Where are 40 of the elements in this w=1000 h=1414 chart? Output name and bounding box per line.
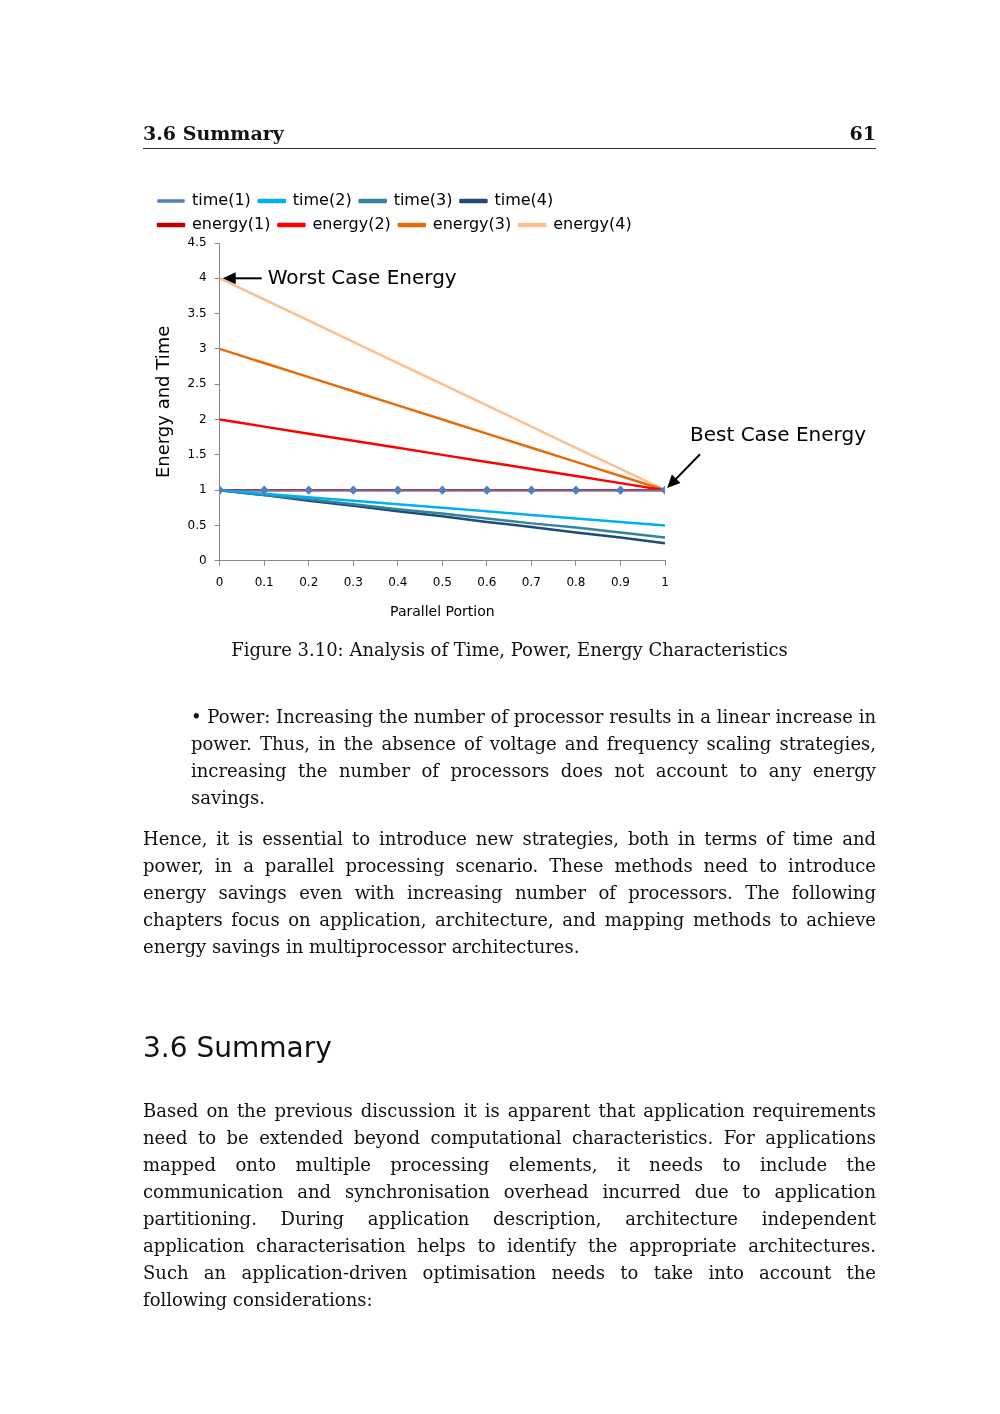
text: Hence, it is essential to introduce new strategies, both in terms of time and power, in a parallel processing scenario. These methods need to introduce energy savings even with increasing number of processors. The following chapters focus on application, architecture, and mapping methods to achieve energy savings in multiprocessor architectures. <box>143 827 876 959</box>
x-tick-label: 0.2 <box>299 575 319 590</box>
annotation: Worst Case Energy <box>267 264 457 289</box>
legend-label: energy(2) <box>312 214 391 234</box>
text: 3.6 Summary <box>143 122 284 144</box>
y-tick-label: 1 <box>199 482 207 497</box>
y-tick-label: 4.5 <box>187 235 207 250</box>
text: 61 <box>849 122 876 144</box>
y-tick-label: 0 <box>199 552 207 567</box>
caption: Figure 3.10: Analysis of Time, Power, Energy Characteristics <box>230 638 789 662</box>
y-tick-label: 0.5 <box>187 517 207 532</box>
y-axis-title: Energy and Time <box>152 325 174 479</box>
y-tick-label: 3 <box>199 341 207 356</box>
legend-label: time(2) <box>292 190 352 210</box>
x-tick-label: 0.9 <box>610 575 631 590</box>
x-axis-title: Parallel Portion <box>390 603 495 620</box>
x-tick-label: 1 <box>661 575 669 590</box>
legend-label: time(1) <box>192 190 251 210</box>
x-tick-label: 0.6 <box>477 575 497 590</box>
text: 3.6 Summary <box>143 1031 333 1064</box>
legend-label: energy(1) <box>192 214 271 234</box>
x-tick-label: 0.4 <box>388 575 408 590</box>
y-tick-label: 2.5 <box>187 376 207 391</box>
text: • Power: Increasing the number of processor results in a linear increase in power. Thus, in the absence of voltage and frequency scaling strategies, increasing the number of processors does not account to any energy savings. <box>190 705 876 810</box>
y-tick-label: 2 <box>199 411 207 426</box>
x-tick-label: 0.1 <box>254 575 274 590</box>
x-tick-label: 0.7 <box>521 575 541 590</box>
annotation: Best Case Energy <box>690 422 867 447</box>
legend-label: time(3) <box>393 190 453 210</box>
legend-label: energy(3) <box>432 214 512 234</box>
text: Based on the previous discussion it is apparent that application requirements need to be extended beyond computational characteristics. For applications mapped onto multiple processing elements, it needs to include the communication and synchronisation overhead incurred due to application partitioning. During application description, architecture independent application characterisation helps to identify the appropriate architectures. Such an application-driven optimisation needs to take into account the following considerations: <box>143 1099 876 1312</box>
y-tick-label: 3.5 <box>187 305 207 320</box>
y-tick-label: 4 <box>199 270 207 285</box>
x-tick-label: 0.5 <box>432 575 452 590</box>
x-tick-label: 0 <box>215 575 224 590</box>
legend-label: energy(4) <box>553 214 632 234</box>
x-tick-label: 0.8 <box>566 575 586 590</box>
x-tick-label: 0.3 <box>343 575 363 590</box>
y-tick-label: 1.5 <box>187 446 207 461</box>
legend-label: time(4) <box>494 190 554 210</box>
